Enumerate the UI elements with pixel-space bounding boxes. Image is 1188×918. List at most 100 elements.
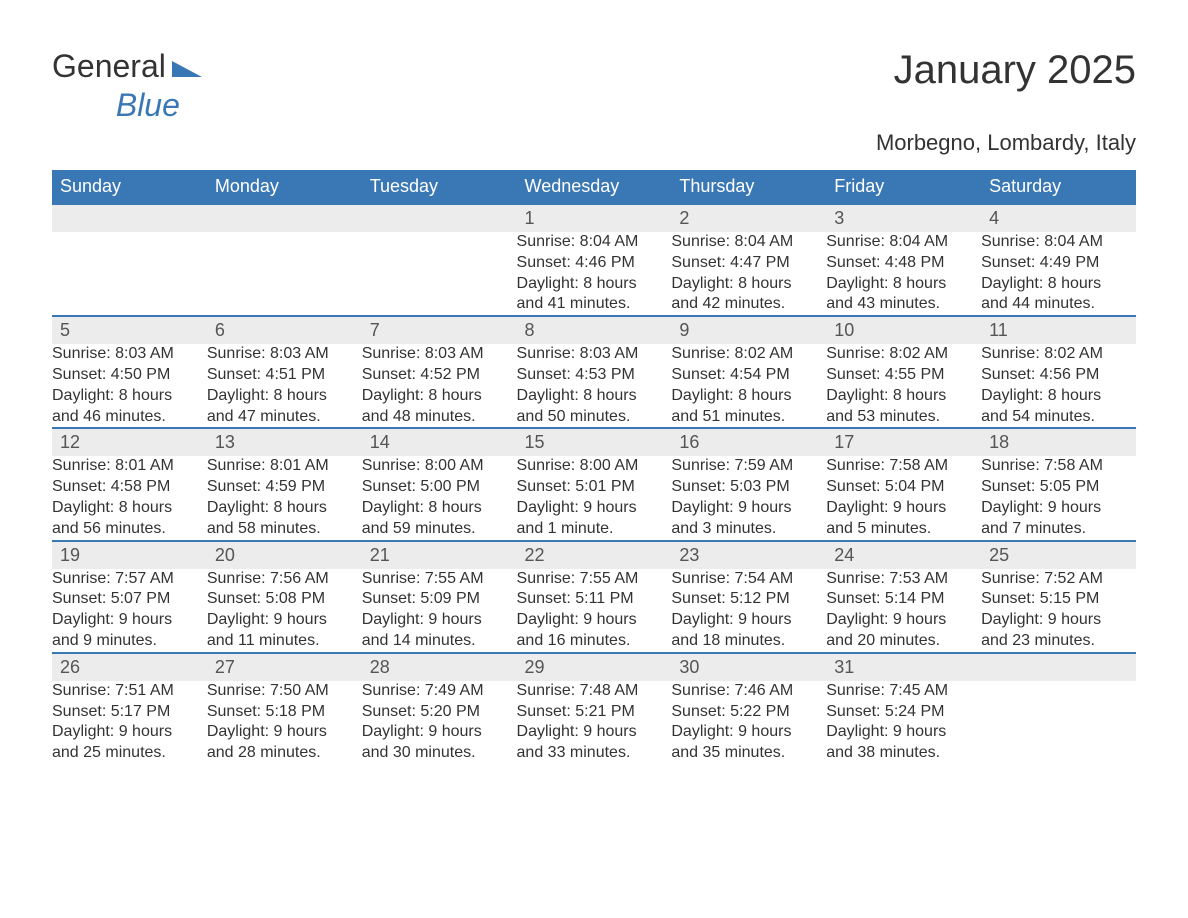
sunrise-text: Sunrise: 8:01 AM (207, 456, 362, 477)
day-number: 10 (826, 317, 981, 344)
daylight-text: and 48 minutes. (362, 407, 517, 428)
sunset-text: Sunset: 4:53 PM (517, 365, 672, 386)
day-number-cell: 6 (207, 316, 362, 344)
sunset-text: Sunset: 4:49 PM (981, 253, 1136, 274)
sunset-text: Sunset: 4:56 PM (981, 365, 1136, 386)
location-subtitle: Morbegno, Lombardy, Italy (52, 130, 1136, 156)
weekday-saturday: Saturday (981, 170, 1136, 204)
day-detail-cell: Sunrise: 8:04 AMSunset: 4:48 PMDaylight:… (826, 232, 981, 316)
day-number-cell (52, 204, 207, 232)
sunset-text: Sunset: 5:08 PM (207, 589, 362, 610)
sunset-text: Sunset: 5:07 PM (52, 589, 207, 610)
day-number: 16 (671, 429, 826, 456)
day-detail: Sunrise: 8:03 AMSunset: 4:52 PMDaylight:… (362, 344, 517, 427)
day-number: 31 (826, 654, 981, 681)
day-detail: Sunrise: 7:56 AMSunset: 5:08 PMDaylight:… (207, 569, 362, 652)
sunrise-text: Sunrise: 7:53 AM (826, 569, 981, 590)
sunset-text: Sunset: 4:54 PM (671, 365, 826, 386)
daynum-row: 19202122232425 (52, 541, 1136, 569)
sunrise-text: Sunrise: 7:58 AM (826, 456, 981, 477)
daylight-text: Daylight: 8 hours (981, 274, 1136, 295)
day-detail-cell: Sunrise: 8:02 AMSunset: 4:56 PMDaylight:… (981, 344, 1136, 428)
daynum-row: 12131415161718 (52, 428, 1136, 456)
detail-row: Sunrise: 8:04 AMSunset: 4:46 PM Daylight:… (52, 232, 1136, 316)
daylight-text: and 25 minutes. (52, 743, 207, 764)
day-number: 21 (362, 542, 517, 569)
day-number: 4 (981, 205, 1136, 232)
day-detail-cell (52, 232, 207, 316)
day-number-cell: 19 (52, 541, 207, 569)
day-detail: Sunrise: 8:00 AMSunset: 5:00 PMDaylight:… (362, 456, 517, 539)
weekday-friday: Friday (826, 170, 981, 204)
daylight-text: Daylight: 9 hours (517, 498, 672, 519)
day-detail: Sunrise: 8:02 AMSunset: 4:56 PMDaylight:… (981, 344, 1136, 427)
sunset-text: Sunset: 5:05 PM (981, 477, 1136, 498)
day-detail: Sunrise: 8:02 AMSunset: 4:54 PMDaylight:… (671, 344, 826, 427)
day-detail: Sunrise: 7:49 AMSunset: 5:20 PMDaylight:… (362, 681, 517, 764)
weekday-wednesday: Wednesday (517, 170, 672, 204)
daylight-text: and 1 minute. (517, 519, 672, 540)
sunset-text: Sunset: 4:47 PM (671, 253, 826, 274)
day-number: 6 (207, 317, 362, 344)
sunset-text: Sunset: 4:46 PM (517, 253, 672, 274)
day-number-cell (207, 204, 362, 232)
daylight-text: Daylight: 9 hours (52, 722, 207, 743)
day-number: 28 (362, 654, 517, 681)
sunset-text: Sunset: 5:09 PM (362, 589, 517, 610)
daylight-text: Daylight: 9 hours (826, 610, 981, 631)
daylight-text: and 41 minutes. (517, 294, 672, 315)
daylight-text: and 18 minutes. (671, 631, 826, 652)
sunset-text: Sunset: 5:22 PM (671, 702, 826, 723)
daylight-text: and 3 minutes. (671, 519, 826, 540)
day-detail: Sunrise: 7:59 AMSunset: 5:03 PMDaylight:… (671, 456, 826, 539)
day-detail-cell: Sunrise: 7:58 AMSunset: 5:05 PMDaylight:… (981, 456, 1136, 540)
day-detail-cell: Sunrise: 7:49 AMSunset: 5:20 PMDaylight:… (362, 681, 517, 770)
sunrise-text: Sunrise: 7:59 AM (671, 456, 826, 477)
sunset-text: Sunset: 4:48 PM (826, 253, 981, 274)
sunset-text: Sunset: 5:04 PM (826, 477, 981, 498)
sunset-text: Sunset: 5:21 PM (517, 702, 672, 723)
sunset-text: Sunset: 5:11 PM (517, 589, 672, 610)
day-number-cell: 11 (981, 316, 1136, 344)
day-number-cell: 7 (362, 316, 517, 344)
day-detail-cell: Sunrise: 7:46 AMSunset: 5:22 PMDaylight:… (671, 681, 826, 770)
day-detail-cell: Sunrise: 7:58 AMSunset: 5:04 PMDaylight:… (826, 456, 981, 540)
day-detail: Sunrise: 7:54 AMSunset: 5:12 PMDaylight:… (671, 569, 826, 652)
daylight-text: and 54 minutes. (981, 407, 1136, 428)
day-detail: Sunrise: 7:48 AMSunset: 5:21 PMDaylight:… (517, 681, 672, 764)
sunset-text: Sunset: 5:12 PM (671, 589, 826, 610)
daylight-text: Daylight: 8 hours (207, 386, 362, 407)
day-detail: Sunrise: 8:04 AMSunset: 4:48 PMDaylight:… (826, 232, 981, 315)
day-number-cell: 26 (52, 653, 207, 681)
sunrise-text: Sunrise: 8:04 AM (671, 232, 826, 253)
sunset-text: Sunset: 4:51 PM (207, 365, 362, 386)
day-detail-cell: Sunrise: 8:03 AMSunset: 4:53 PMDaylight:… (517, 344, 672, 428)
day-detail: Sunrise: 7:55 AMSunset: 5:11 PMDaylight:… (517, 569, 672, 652)
day-detail: Sunrise: 7:52 AMSunset: 5:15 PMDaylight:… (981, 569, 1136, 652)
day-detail: Sunrise: 7:58 AMSunset: 5:05 PMDaylight:… (981, 456, 1136, 539)
day-number-cell: 30 (671, 653, 826, 681)
daylight-text: Daylight: 9 hours (52, 610, 207, 631)
sunset-text: Sunset: 5:17 PM (52, 702, 207, 723)
sunrise-text: Sunrise: 8:03 AM (362, 344, 517, 365)
sunrise-text: Sunrise: 7:46 AM (671, 681, 826, 702)
logo-text-general: General (52, 48, 166, 85)
day-detail-cell: Sunrise: 8:01 AMSunset: 4:59 PMDaylight:… (207, 456, 362, 540)
day-number: 18 (981, 429, 1136, 456)
sunrise-text: Sunrise: 7:52 AM (981, 569, 1136, 590)
day-number: 23 (671, 542, 826, 569)
day-number: 25 (981, 542, 1136, 569)
sunset-text: Sunset: 4:59 PM (207, 477, 362, 498)
day-number-cell: 21 (362, 541, 517, 569)
day-number (981, 654, 1136, 681)
sunset-text: Sunset: 5:00 PM (362, 477, 517, 498)
day-number-cell: 31 (826, 653, 981, 681)
sunrise-text: Sunrise: 7:48 AM (517, 681, 672, 702)
day-detail: Sunrise: 7:50 AMSunset: 5:18 PMDaylight:… (207, 681, 362, 764)
day-number: 14 (362, 429, 517, 456)
day-number: 30 (671, 654, 826, 681)
logo: General (52, 48, 202, 85)
day-number: 1 (517, 205, 672, 232)
day-detail-cell: Sunrise: 7:52 AMSunset: 5:15 PMDaylight:… (981, 569, 1136, 653)
day-number-cell: 5 (52, 316, 207, 344)
